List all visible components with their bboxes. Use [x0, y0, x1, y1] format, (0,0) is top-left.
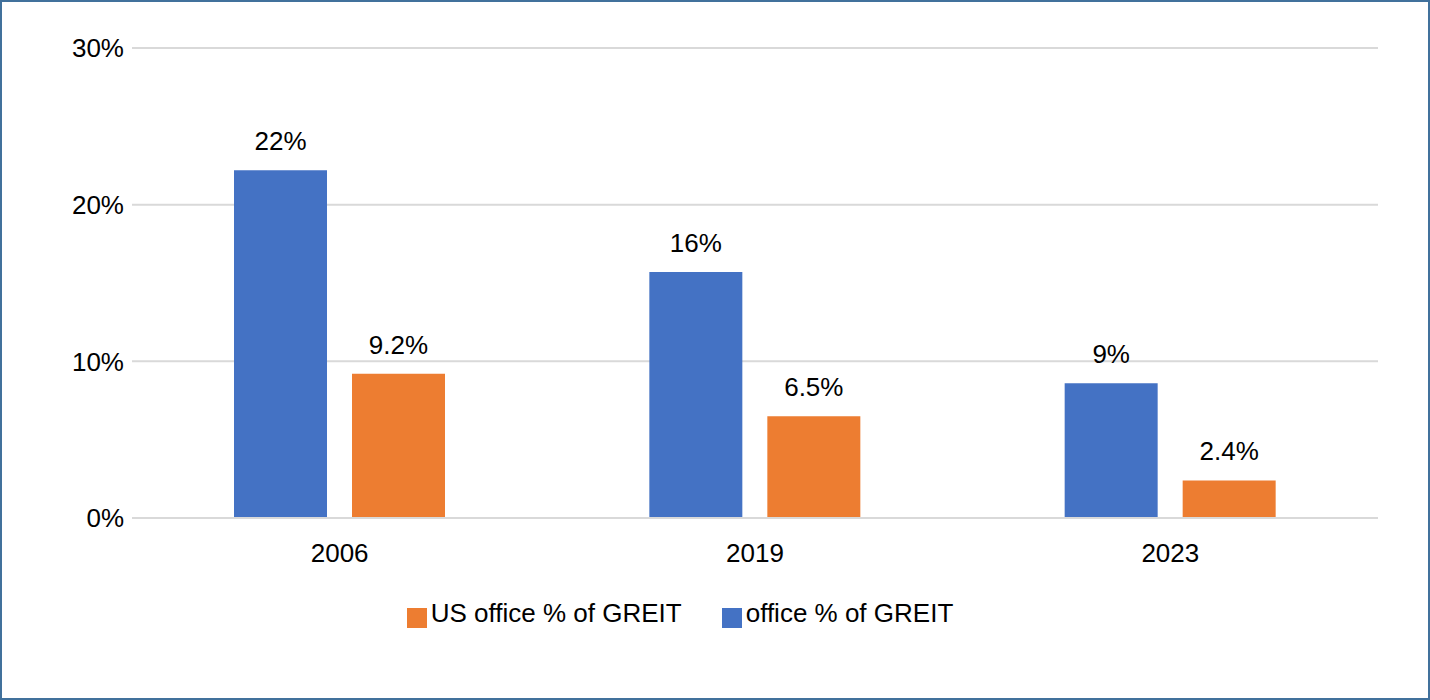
svg-text:22%: 22%: [254, 126, 306, 156]
svg-text:2006: 2006: [311, 538, 369, 568]
svg-text:2.4%: 2.4%: [1200, 436, 1259, 466]
svg-text:9.2%: 9.2%: [369, 330, 428, 360]
html-text:US office % of GREIT: US office % of GREIT: [430, 598, 682, 628]
svg-text:2019: 2019: [726, 538, 784, 568]
svg-text:20%: 20%: [72, 190, 124, 220]
svg-text:9%: 9%: [1092, 339, 1130, 369]
svg-text:0%: 0%: [86, 503, 124, 533]
html-text:office % of GREIT: office % of GREIT: [745, 598, 954, 628]
svg-text:16%: 16%: [670, 228, 722, 258]
svg-text:2023: 2023: [1141, 538, 1199, 568]
svg-text:30%: 30%: [72, 33, 124, 63]
svg-text:6.5%: 6.5%: [784, 372, 843, 402]
svg-text:10%: 10%: [72, 347, 124, 377]
